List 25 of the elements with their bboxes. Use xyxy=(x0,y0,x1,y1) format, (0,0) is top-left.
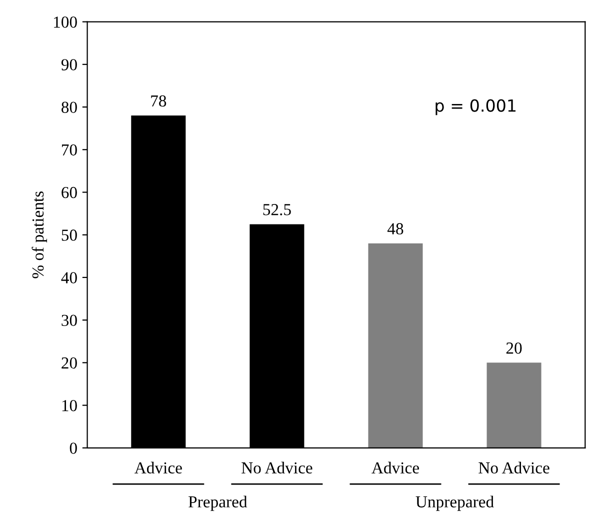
x-tick-label: Advice xyxy=(372,462,419,474)
annotation: p = 0.001 xyxy=(436,99,516,116)
x-tick-label: No Advice xyxy=(478,462,550,474)
y-tick-label: 50 xyxy=(62,230,77,241)
y-axis-title: % of patients xyxy=(32,191,48,278)
y-tick-label: 40 xyxy=(61,272,77,284)
y-tick-label: 20 xyxy=(62,357,77,369)
y-tick-label: 60 xyxy=(62,186,77,198)
x-tick-label: No Advice xyxy=(242,462,312,474)
data-label: 52.5 xyxy=(263,204,291,216)
y-tick-label: 80 xyxy=(62,102,77,113)
bar xyxy=(368,243,423,448)
data-label: 48 xyxy=(387,223,404,234)
data-label: 20 xyxy=(506,342,522,354)
y-tick-label: 0 xyxy=(70,442,77,454)
y-tick-label: 90 xyxy=(61,59,77,70)
data-label: 78 xyxy=(151,95,166,107)
bar xyxy=(486,362,542,448)
text: Unprepared xyxy=(416,496,494,511)
y-tick-label: 30 xyxy=(62,314,77,326)
y-tick-label: 70 xyxy=(62,144,77,156)
x-tick-label: Advice xyxy=(134,462,182,474)
text: Prepared xyxy=(188,496,248,511)
y-tick-label: 100 xyxy=(54,16,77,28)
y-tick-label: 10 xyxy=(62,400,77,412)
